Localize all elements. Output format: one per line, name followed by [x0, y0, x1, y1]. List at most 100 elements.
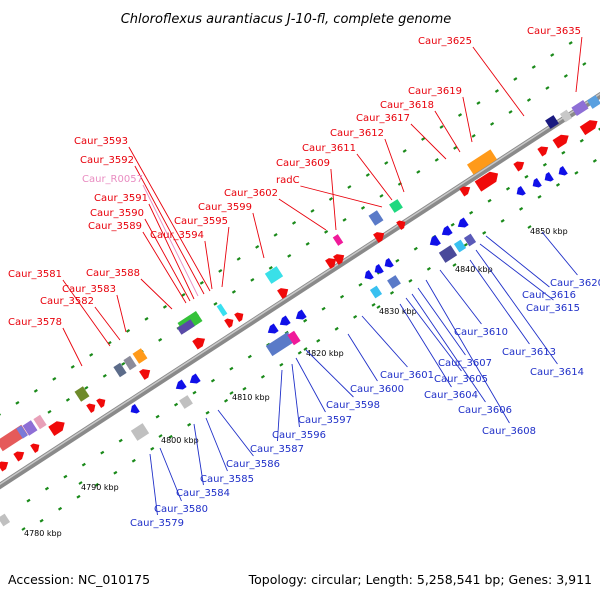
accession-text: Accession: NC_010175 [8, 572, 151, 587]
scale-tick-mark [452, 263, 457, 267]
gene-feature-block [463, 233, 477, 247]
guide-dot [531, 65, 536, 69]
guide-dot [305, 242, 310, 246]
forward-gene-arrow [48, 421, 65, 436]
guide-dot [247, 354, 252, 359]
guide-dot [416, 170, 421, 174]
label-leader-line [159, 447, 182, 502]
gene-feature-block [287, 330, 301, 346]
guide-dot [303, 318, 308, 323]
guide-dot [542, 162, 547, 167]
gene-label: Caur_3609 [276, 158, 330, 169]
forward-gene-arrow [0, 461, 9, 472]
guide-dot [384, 161, 389, 165]
guide-dot [476, 101, 481, 105]
gene-label: Caur_3595 [174, 216, 228, 227]
guide-dot [76, 494, 81, 499]
gene-label: Caur_3593 [74, 136, 128, 147]
forward-gene-arrow [192, 337, 206, 350]
guide-dot [550, 53, 555, 57]
label-leader-line [62, 327, 83, 367]
scale-tick-label: 4780 kbp [24, 529, 62, 538]
scale-tick-mark [78, 481, 83, 485]
forward-gene-arrow [96, 398, 106, 408]
gene-feature-block [559, 109, 573, 123]
guide-dot [360, 206, 366, 210]
gene-label: Caur_3617 [356, 113, 410, 124]
guide-dot [125, 329, 131, 333]
scale-tick-label: 4850 kbp [530, 227, 568, 236]
guide-dot [113, 470, 118, 475]
guide-dot [561, 150, 566, 155]
guide-dot [144, 317, 149, 321]
forward-gene-arrow [579, 120, 598, 136]
guide-dot [158, 337, 163, 342]
forward-gene-arrow [139, 369, 151, 380]
guide-dot [118, 438, 123, 443]
guide-dot [494, 89, 499, 93]
reverse-gene-arrow [441, 225, 453, 236]
label-leader-line [575, 36, 583, 93]
genome-backbone-highlight [0, 93, 600, 486]
guide-dot [334, 326, 339, 331]
guide-dot [574, 171, 579, 175]
guide-dot [229, 366, 234, 371]
gene-feature-block [545, 115, 559, 129]
guide-dot [568, 41, 573, 45]
reverse-gene-arrow [384, 258, 394, 268]
guide-dot [579, 138, 584, 143]
gene-label: Caur_3614 [530, 367, 584, 378]
gene-label: Caur_3605 [434, 374, 488, 385]
guide-dot [52, 376, 57, 381]
gene-feature-block [571, 99, 589, 117]
label-leader-line [128, 146, 211, 292]
guide-dot [192, 390, 197, 395]
label-leader-line [462, 96, 473, 143]
gene-label: Caur_3635 [527, 26, 581, 37]
gene-label: Caur_3598 [326, 400, 380, 411]
guide-dot [519, 206, 524, 211]
scale-tick-label: 4820 kbp [306, 349, 344, 358]
guide-dot [365, 173, 370, 177]
guide-dot [205, 410, 210, 415]
guide-dot [70, 364, 75, 369]
gene-label: Caur_3580 [154, 504, 208, 515]
guide-dot [526, 98, 532, 102]
gene-label: Caur_3618 [380, 100, 434, 111]
label-leaders [62, 36, 583, 516]
gene-label: Caur_3579 [130, 518, 184, 529]
gene-feature-block [368, 210, 384, 226]
gene-label: Caur_3620 [550, 278, 600, 289]
guide-dot [131, 458, 136, 463]
label-leader-line [148, 203, 195, 300]
guide-dot [155, 414, 160, 419]
gene-label: Caur_3606 [458, 405, 512, 416]
forward-gene-arrow [234, 312, 244, 322]
guide-dot [408, 278, 413, 283]
scale-tick-mark [527, 225, 532, 229]
label-leader-line [356, 153, 393, 201]
forward-gene-arrow [333, 254, 345, 265]
guide-dot [592, 159, 597, 163]
guide-dot [310, 209, 315, 213]
gene-label: Caur_3592 [80, 155, 134, 166]
reverse-gene-arrow [532, 178, 542, 188]
gene-label: Caur_3585 [200, 474, 254, 485]
guide-dot [102, 373, 107, 378]
label-leader-line [193, 423, 204, 486]
label-leader-line [62, 279, 111, 347]
label-leader-line [411, 293, 486, 403]
scale-tick-label: 4830 kbp [379, 307, 417, 316]
guide-dot [434, 158, 439, 162]
label-leader-line [410, 123, 447, 160]
gene-feature-block [265, 331, 295, 357]
gene-label: Caur_3578 [8, 317, 62, 328]
gene-label: Caur_3613 [502, 347, 556, 358]
gene-label: Caur_3588 [86, 268, 140, 279]
gene-feature-block [177, 319, 195, 335]
gene-label: Caur_3590 [90, 208, 144, 219]
gene-feature-block [453, 239, 467, 253]
guide-dot [500, 218, 505, 223]
reverse-gene-arrow [267, 323, 279, 334]
reverse-gene-arrow [295, 309, 307, 320]
